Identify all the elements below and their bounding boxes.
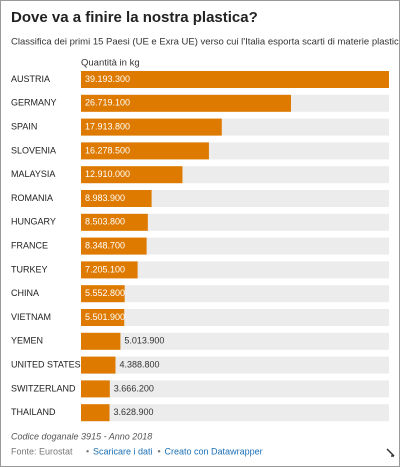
- chart-subtitle: Classifica dei primi 15 Paesi (UE e Exra…: [11, 37, 399, 48]
- category-label: UNITED STATES: [11, 359, 81, 369]
- bar: [81, 380, 110, 398]
- value-label: 3.628.900: [114, 407, 154, 417]
- bar-track: [81, 356, 389, 374]
- bar: [81, 142, 209, 160]
- category-label: THAILAND: [11, 407, 56, 417]
- link[interactable]: Scaricare i dati: [93, 446, 153, 456]
- category-label: VIETNAM: [11, 312, 51, 322]
- category-label: FRANCE: [11, 240, 48, 250]
- source: Fonte: Eurostat: [11, 446, 73, 456]
- bar: [81, 166, 183, 184]
- bar: [81, 118, 222, 136]
- category-label: AUSTRIA: [11, 74, 50, 84]
- separator: •: [158, 446, 161, 456]
- bar-track: [81, 285, 389, 303]
- bar: [81, 213, 148, 231]
- value-label: 12.910.000: [85, 169, 130, 179]
- bar: [81, 237, 147, 255]
- category-label: GERMANY: [11, 98, 57, 108]
- value-label: 5.501.900: [85, 312, 125, 322]
- value-label: 39.193.300: [85, 74, 130, 84]
- bar-track: [81, 332, 389, 350]
- bar: [81, 332, 121, 350]
- value-label: 16.278.500: [85, 145, 130, 155]
- bar-track: [81, 213, 389, 231]
- bar: [81, 71, 389, 88]
- bar-track: [81, 190, 389, 207]
- category-label: TURKEY: [11, 264, 48, 274]
- corner-icon: [386, 448, 395, 457]
- bar-track: [81, 261, 389, 279]
- chart-title: Dove va a finire la nostra plastica?: [11, 9, 258, 26]
- axis-label: Quantità in kg: [81, 58, 140, 69]
- value-label: 8.983.900: [85, 193, 125, 203]
- bar: [81, 356, 116, 374]
- separator: •: [86, 446, 89, 456]
- category-label: MALAYSIA: [11, 169, 55, 179]
- bar: [81, 285, 125, 303]
- value-label: 8.503.800: [85, 217, 125, 227]
- category-label: ROMANIA: [11, 193, 53, 203]
- category-label: CHINA: [11, 288, 39, 298]
- bar-track: [81, 237, 389, 255]
- category-label: SLOVENIA: [11, 145, 56, 155]
- bar: [81, 309, 125, 326]
- value-label: 5.552.800: [85, 288, 125, 298]
- bar-track: [81, 309, 389, 326]
- value-label: 26.719.100: [85, 98, 130, 108]
- note: Codice doganale 3915 - Anno 2018: [11, 431, 152, 441]
- bar-track: [81, 380, 389, 398]
- bar-track: [81, 404, 389, 422]
- value-label: 5.013.900: [124, 336, 164, 346]
- bar: [81, 94, 291, 112]
- category-label: HUNGARY: [11, 217, 56, 227]
- value-label: 4.388.800: [119, 359, 159, 369]
- category-label: SPAIN: [11, 121, 37, 131]
- bar: [81, 190, 152, 207]
- bar: [81, 404, 110, 422]
- link[interactable]: Creato con Datawrapper: [165, 446, 263, 456]
- value-label: 17.913.800: [85, 121, 130, 131]
- value-label: 7.205.100: [85, 264, 125, 274]
- bar: [81, 261, 138, 279]
- value-label: 3.666.200: [114, 383, 154, 393]
- value-label: 8.348.700: [85, 240, 125, 250]
- category-label: YEMEN: [11, 336, 43, 346]
- category-label: SWITZERLAND: [11, 383, 76, 393]
